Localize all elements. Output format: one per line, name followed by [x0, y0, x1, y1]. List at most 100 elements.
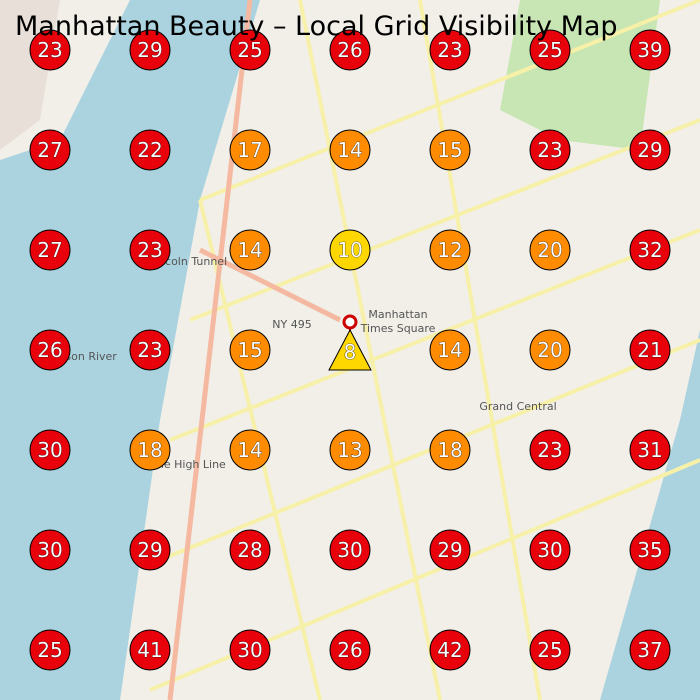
map-label: Manhattan: [368, 308, 427, 321]
grid-marker: [429, 429, 471, 471]
grid-marker: [229, 429, 271, 471]
grid-marker: [629, 129, 671, 171]
grid-value: 15: [437, 138, 462, 162]
grid-value: 23: [537, 138, 562, 162]
grid-marker: [329, 229, 371, 271]
grid-marker: [229, 29, 271, 71]
grid-value: 42: [437, 638, 462, 662]
grid-marker: [529, 29, 571, 71]
grid-value: 31: [637, 438, 662, 462]
grid-marker: [329, 529, 371, 571]
grid-marker: [129, 429, 171, 471]
grid-value: 23: [137, 238, 162, 262]
grid-marker: [129, 529, 171, 571]
grid-value: 37: [637, 638, 662, 662]
grid-marker: [329, 29, 371, 71]
map-title: Manhattan Beauty – Local Grid Visibility…: [15, 11, 618, 42]
grid-marker: [29, 129, 71, 171]
grid-value: 23: [37, 38, 62, 62]
grid-value: 29: [137, 538, 162, 562]
grid-marker: [529, 529, 571, 571]
grid-marker: [129, 329, 171, 371]
grid-value: 8: [344, 340, 357, 364]
grid-marker: [329, 629, 371, 671]
grid-value: 21: [637, 338, 662, 362]
grid-marker: [429, 229, 471, 271]
map-label: Grand Central: [479, 400, 556, 413]
grid-marker: [129, 229, 171, 271]
grid-marker: [29, 629, 71, 671]
grid-value: 25: [537, 38, 562, 62]
grid-value: 25: [37, 638, 62, 662]
grid-value: 20: [537, 238, 562, 262]
grid-marker: [129, 129, 171, 171]
grid-marker: [629, 629, 671, 671]
grid-marker: [328, 328, 372, 371]
grid-marker: [429, 129, 471, 171]
grid-value: 14: [237, 238, 262, 262]
grid-marker: [429, 29, 471, 71]
grid-marker: [29, 29, 71, 71]
grid-value: 41: [137, 638, 162, 662]
map-label: The High Line: [149, 458, 226, 471]
grid-marker: [29, 529, 71, 571]
grid-value: 30: [37, 538, 62, 562]
grid-value: 23: [137, 338, 162, 362]
grid-value: 17: [237, 138, 262, 162]
map-label: Times Square: [360, 322, 436, 335]
grid-marker: [129, 629, 171, 671]
grid-marker: [629, 529, 671, 571]
grid-value: 26: [337, 638, 362, 662]
grid-value: 12: [437, 238, 462, 262]
grid-value: 26: [337, 38, 362, 62]
grid-marker: [229, 129, 271, 171]
grid-value: 30: [337, 538, 362, 562]
grid-value: 27: [37, 138, 62, 162]
grid-value: 15: [237, 338, 262, 362]
grid-value: 32: [637, 238, 662, 262]
grid-value: 26: [37, 338, 62, 362]
grid-value: 20: [537, 338, 562, 362]
pin: [342, 314, 358, 330]
grid-marker: [229, 229, 271, 271]
grid-marker: [529, 329, 571, 371]
grid-marker: [529, 429, 571, 471]
grid-value: 23: [537, 438, 562, 462]
grid-value: 13: [337, 438, 362, 462]
grid-marker: [429, 329, 471, 371]
grid-marker: [429, 529, 471, 571]
grid-marker: [29, 329, 71, 371]
grid-value: 28: [237, 538, 262, 562]
grid-value: 30: [537, 538, 562, 562]
grid-value: 29: [637, 138, 662, 162]
grid-value: 10: [337, 238, 362, 262]
grid-marker: [229, 329, 271, 371]
highways: [167, 0, 342, 700]
grid-value: 14: [437, 338, 462, 362]
grid-value: 29: [137, 38, 162, 62]
grid-marker: [529, 229, 571, 271]
grid-value: 18: [437, 438, 462, 462]
grid-marker: [529, 129, 571, 171]
grid-marker: [129, 29, 171, 71]
grid-value: 25: [537, 638, 562, 662]
grid-value: 27: [37, 238, 62, 262]
grid-marker: [29, 429, 71, 471]
grid-marker: [229, 529, 271, 571]
grid-value: 23: [437, 38, 462, 62]
grid-value: 22: [137, 138, 162, 162]
grid-value: 18: [137, 438, 162, 462]
grid-marker: [529, 629, 571, 671]
grid-value: 14: [237, 438, 262, 462]
grid-marker: [429, 629, 471, 671]
grid-marker: [29, 229, 71, 271]
map-label: NY 495: [272, 318, 311, 331]
grid-value: 39: [637, 38, 662, 62]
grid-value: 29: [437, 538, 462, 562]
grid-value: 14: [337, 138, 362, 162]
grid-marker: [629, 429, 671, 471]
grid-value: 25: [237, 38, 262, 62]
grid-marker: [629, 29, 671, 71]
grid-marker: [329, 129, 371, 171]
